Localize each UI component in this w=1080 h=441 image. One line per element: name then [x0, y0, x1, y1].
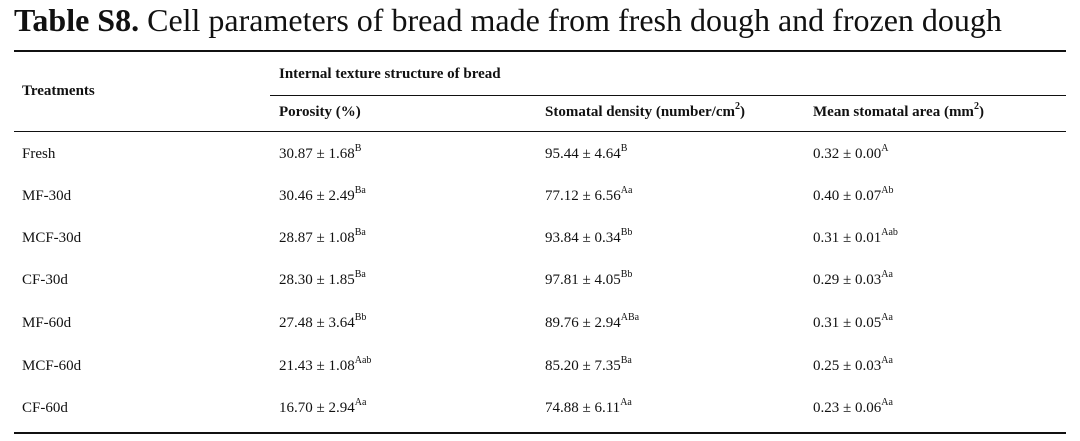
cell-area: 0.40 ± 0.07Ab	[813, 185, 894, 205]
cell-area-letters: Aa	[881, 355, 893, 366]
cell-area-letters: A	[881, 143, 889, 154]
cell-porosity-letters: Bb	[354, 312, 367, 323]
bottom-rule	[14, 432, 1066, 434]
cell-treatment: CF-30d	[22, 272, 68, 289]
cell-treatment: MCF-30d	[22, 230, 81, 247]
cell-porosity-value: 28.30 ± 1.85	[279, 272, 355, 288]
cell-treatment: CF-60d	[22, 400, 68, 417]
cell-treatment-value: Fresh	[22, 146, 56, 162]
header-treatments: Treatments	[22, 83, 95, 99]
cell-area-letters: Aab	[881, 227, 898, 238]
header-density-text: Stomatal density (number/cm	[545, 104, 735, 120]
cell-density-letters: Bb	[620, 227, 633, 238]
cell-density-letters: Ba	[620, 355, 632, 366]
cell-porosity: 30.46 ± 2.49Ba	[279, 185, 366, 205]
cell-density-value: 93.84 ± 0.34	[545, 230, 621, 246]
cell-area: 0.29 ± 0.03Aa	[813, 269, 893, 289]
cell-density-value: 97.81 ± 4.05	[545, 272, 621, 288]
table-title: Table S8. Cell parameters of bread made …	[14, 0, 1002, 40]
cell-density-letters: ABa	[620, 312, 640, 323]
header-density-sup: 2	[735, 101, 740, 112]
cell-porosity-value: 30.87 ± 1.68	[279, 146, 355, 162]
cell-area-letters: Ab	[881, 185, 894, 196]
cell-area-value: 0.31 ± 0.01	[813, 230, 882, 246]
cell-density-value: 89.76 ± 2.94	[545, 315, 621, 331]
cell-area: 0.23 ± 0.06Aa	[813, 397, 893, 417]
cell-porosity: 30.87 ± 1.68B	[279, 143, 362, 163]
cell-treatment: Fresh	[22, 146, 55, 163]
cell-density: 95.44 ± 4.64B	[545, 143, 628, 163]
cell-treatment-value: MCF-60d	[22, 358, 82, 374]
cell-density: 89.76 ± 2.94ABa	[545, 312, 640, 332]
cell-porosity-letters: B	[354, 143, 362, 154]
cell-porosity: 21.43 ± 1.08Aab	[279, 355, 372, 375]
cell-area: 0.31 ± 0.01Aab	[813, 227, 898, 247]
cell-porosity-value: 28.87 ± 1.08	[279, 230, 355, 246]
cell-porosity: 28.30 ± 1.85Ba	[279, 269, 366, 289]
header-area: Mean stomatal area (mm2)	[813, 101, 984, 121]
cell-density-letters: Aa	[620, 185, 633, 196]
cell-porosity: 16.70 ± 2.94Aa	[279, 397, 367, 417]
cell-density-value: 85.20 ± 7.35	[545, 358, 621, 374]
cell-porosity-value: 21.43 ± 1.08	[279, 358, 355, 374]
cell-porosity-value: 16.70 ± 2.94	[279, 400, 355, 416]
header-density-close: )	[740, 104, 745, 120]
cell-area-value: 0.29 ± 0.03	[813, 272, 882, 288]
header-area-close: )	[978, 104, 984, 120]
cell-density: 85.20 ± 7.35Ba	[545, 355, 632, 375]
cell-density-letters: B	[620, 143, 628, 154]
cell-area: 0.25 ± 0.03Aa	[813, 355, 893, 375]
cell-area-value: 0.25 ± 0.03	[813, 358, 882, 374]
header-area-text: Mean stomatal area (mm	[813, 104, 974, 120]
cell-density-letters: Bb	[620, 269, 633, 280]
table-caption: Cell parameters of bread made from fresh…	[139, 2, 1002, 38]
cell-porosity-letters: Aab	[354, 355, 372, 366]
cell-area-letters: Aa	[881, 312, 893, 323]
cell-porosity-letters: Aa	[354, 397, 367, 408]
cell-area-value: 0.23 ± 0.06	[813, 400, 882, 416]
cell-porosity-value: 27.48 ± 3.64	[279, 315, 355, 331]
cell-treatment-value: CF-60d	[22, 400, 68, 416]
cell-density: 77.12 ± 6.56Aa	[545, 185, 633, 205]
cell-porosity: 28.87 ± 1.08Ba	[279, 227, 366, 247]
header-area-sup: 2	[973, 101, 979, 112]
cell-density-letters: Aa	[620, 397, 632, 408]
header-group: Internal texture structure of bread	[279, 66, 501, 82]
cell-treatment-value: MCF-30d	[22, 230, 82, 246]
cell-density-value: 74.88 ± 6.11	[545, 400, 621, 416]
cell-treatment: MCF-60d	[22, 358, 81, 375]
cell-treatment-value: MF-60d	[22, 315, 72, 331]
cell-density-value: 77.12 ± 6.56	[545, 188, 621, 204]
cell-area-letters: Aa	[881, 397, 893, 408]
cell-porosity-letters: Ba	[354, 185, 366, 196]
cell-area: 0.31 ± 0.05Aa	[813, 312, 893, 332]
header-porosity: Porosity (%)	[279, 104, 361, 120]
top-rule	[14, 50, 1066, 52]
cell-area: 0.32 ± 0.00A	[813, 143, 889, 163]
cell-porosity: 27.48 ± 3.64Bb	[279, 312, 367, 332]
cell-treatment-value: CF-30d	[22, 272, 68, 288]
cell-density-value: 95.44 ± 4.64	[545, 146, 621, 162]
cell-porosity-value: 30.46 ± 2.49	[279, 188, 355, 204]
cell-porosity-letters: Ba	[354, 227, 366, 238]
cell-density: 93.84 ± 0.34Bb	[545, 227, 633, 247]
cell-area-value: 0.32 ± 0.00	[813, 146, 882, 162]
cell-area-value: 0.31 ± 0.05	[813, 315, 882, 331]
cell-treatment: MF-30d	[22, 188, 71, 205]
cell-treatment: MF-60d	[22, 315, 71, 332]
group-rule	[270, 95, 1066, 96]
cell-density: 97.81 ± 4.05Bb	[545, 269, 633, 289]
header-density: Stomatal density (number/cm2)	[545, 101, 745, 121]
cell-density: 74.88 ± 6.11Aa	[545, 397, 632, 417]
cell-porosity-letters: Ba	[354, 269, 366, 280]
cell-area-letters: Aa	[881, 269, 893, 280]
cell-treatment-value: MF-30d	[22, 188, 72, 204]
table-label: Table S8.	[14, 2, 140, 38]
cell-area-value: 0.40 ± 0.07	[813, 188, 882, 204]
header-rule	[14, 131, 1066, 132]
